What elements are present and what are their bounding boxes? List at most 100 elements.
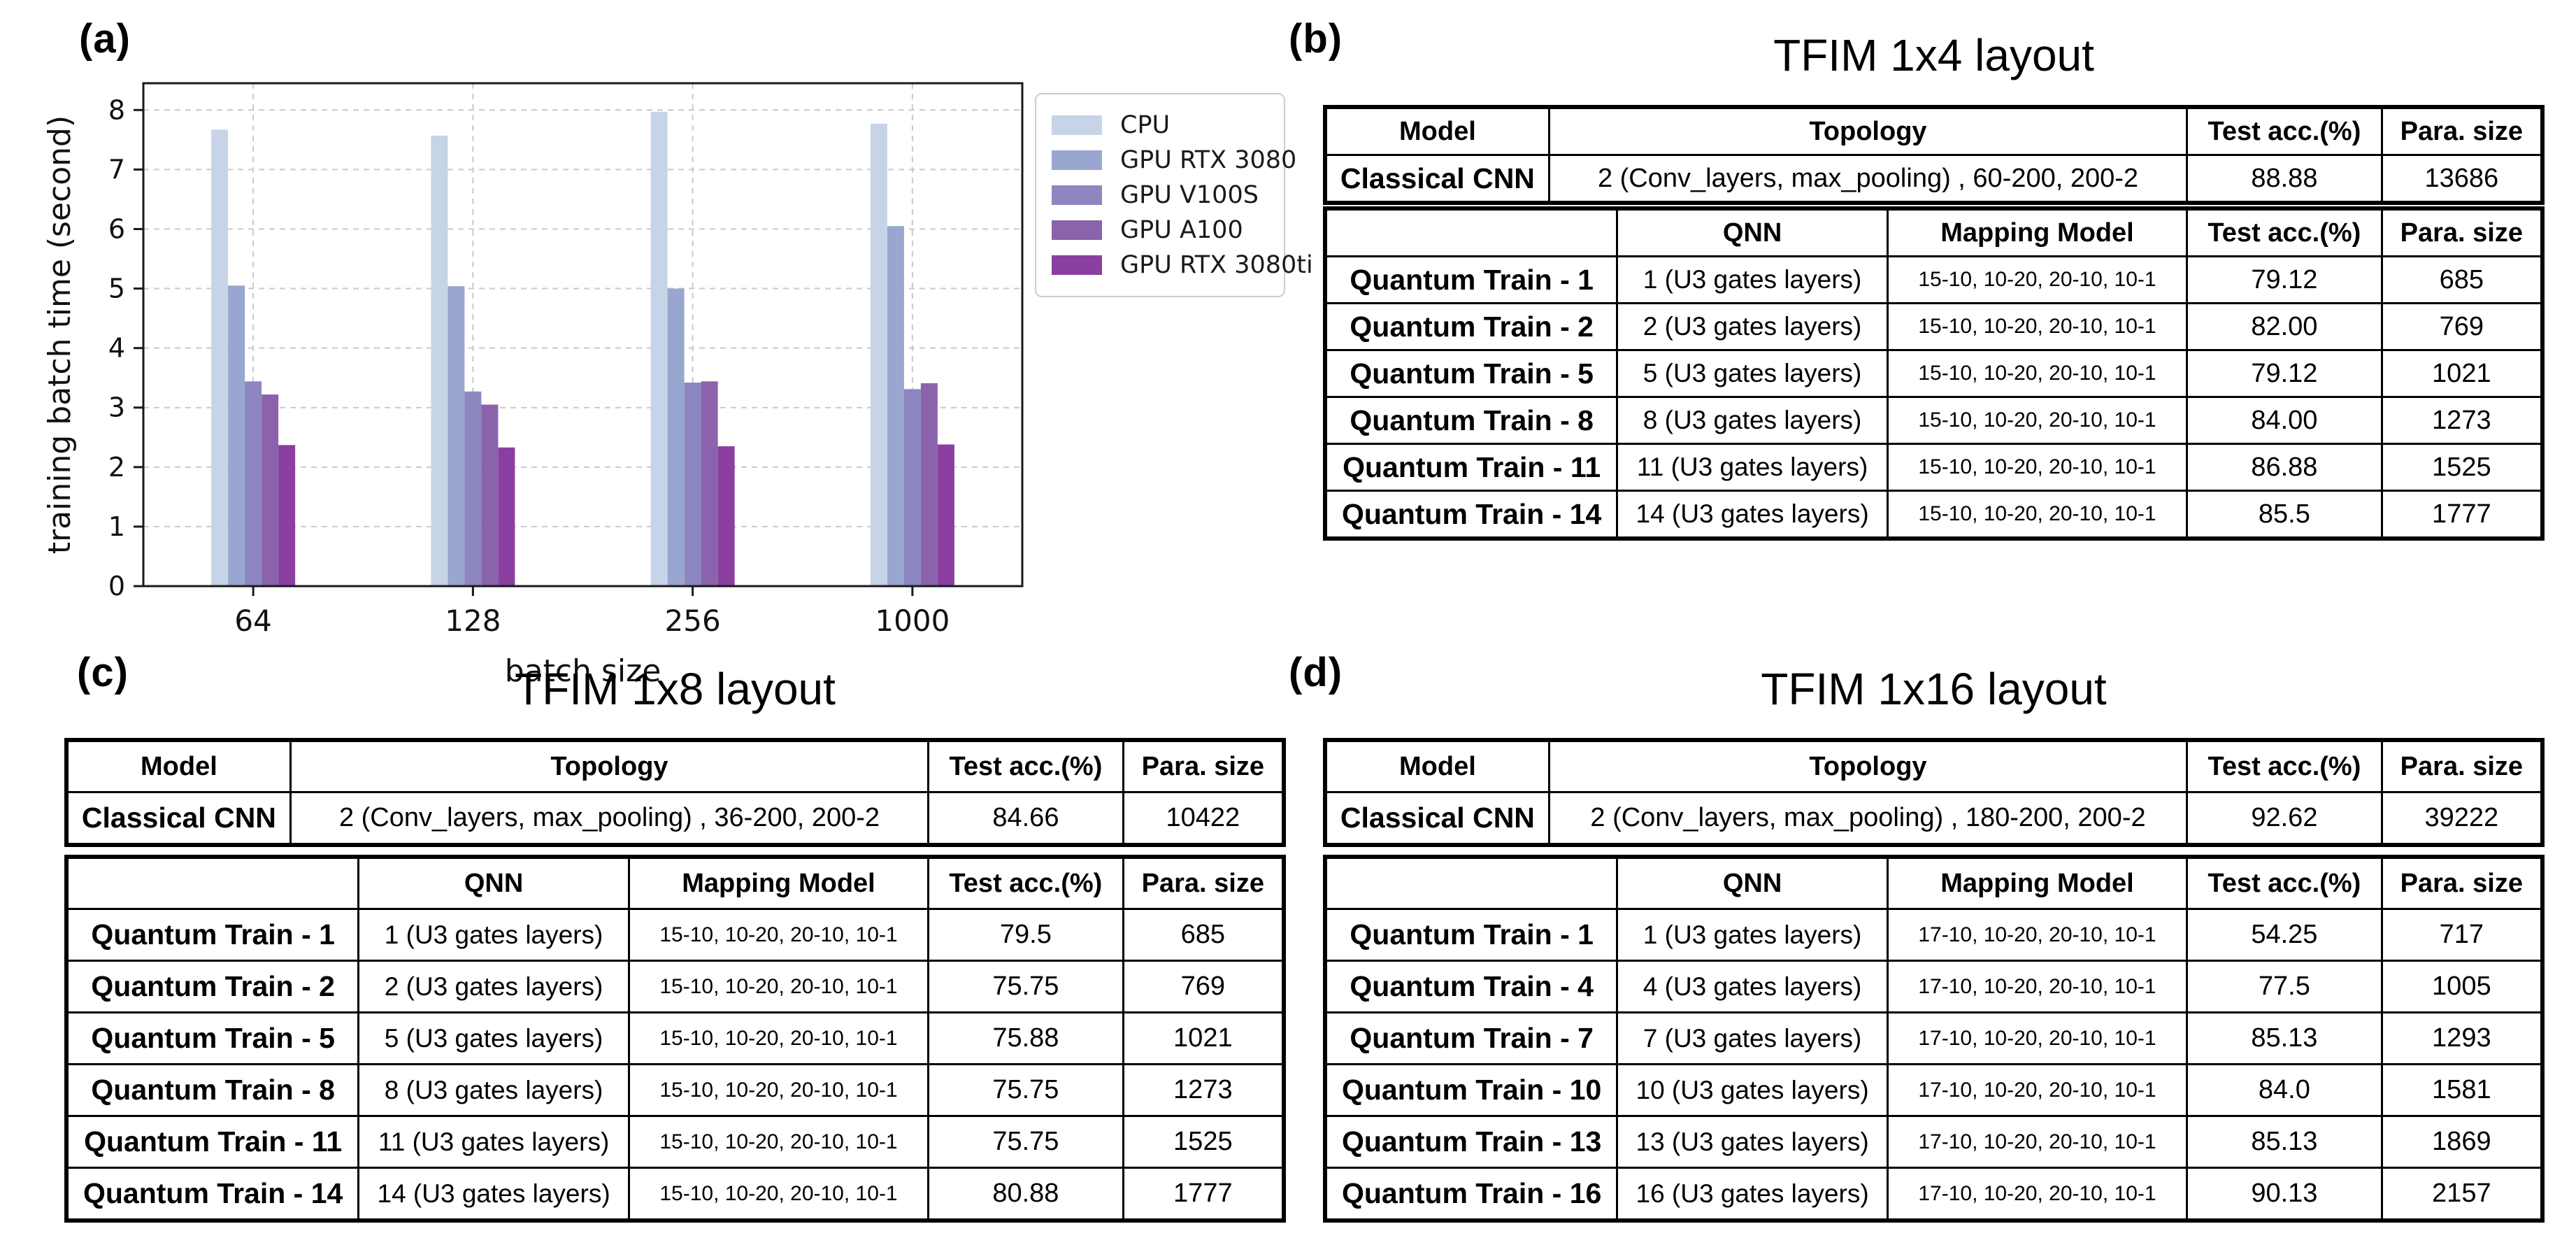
table-header-cell: Para. size	[1122, 739, 1285, 793]
bar-gpu-v100s-64	[245, 381, 262, 586]
table-cell: 17-10, 10-20, 20-10, 10-1	[1886, 1115, 2189, 1169]
bar-cpu-1000	[870, 123, 887, 586]
table-cell: 85.13	[2186, 1115, 2383, 1169]
table-row: Classical CNN 2 (Conv_layers, max_pooling…	[1324, 791, 2544, 846]
bar-gpu-v100s-1000	[903, 389, 921, 586]
table-cell: Quantum Train - 5	[65, 1011, 360, 1065]
table-row: Quantum Train - 10 10 (U3 gates layers) 17…	[1324, 1063, 2544, 1117]
legend-label: CPU	[1120, 111, 1171, 139]
table-cell: Quantum Train - 7	[1324, 1011, 1619, 1065]
table-header-cell	[1324, 207, 1619, 257]
table-b-quantum: QNN Mapping Model Test acc.(%) Para. size Qu…	[1323, 206, 2545, 541]
table-header-cell: Topology	[1547, 739, 2189, 793]
table-cell: 54.25	[2186, 908, 2383, 962]
table-c-quantum-table: QNN Mapping Model Test acc.(%) Para. size Qu…	[64, 855, 1286, 1223]
y-tick-label: 8	[108, 94, 125, 125]
bar-gpu-rtx-3080ti-64	[278, 445, 296, 586]
panel-label-b: (b)	[1289, 16, 1343, 62]
legend-label: GPU RTX 3080	[1120, 146, 1297, 174]
table-cell: 13686	[2380, 154, 2544, 204]
table-header-cell	[1324, 855, 1619, 910]
table-cell: 14 (U3 gates layers)	[357, 1167, 630, 1222]
table-cell: 1293	[2380, 1011, 2544, 1065]
chart-legend: CPU GPU RTX 3080 GPU V100S GPU A100 GPU RTX …	[1035, 93, 1313, 297]
y-tick-label: 2	[108, 452, 125, 483]
table-c-classical: Model Topology Test acc.(%) Para. size Class…	[64, 738, 1286, 847]
y-tick-label: 4	[108, 333, 125, 364]
table-cell: Quantum Train - 8	[1324, 396, 1619, 445]
table-cell: Quantum Train - 2	[1324, 302, 1619, 351]
table-cell: 17-10, 10-20, 20-10, 10-1	[1886, 960, 2189, 1013]
bar-cpu-256	[650, 111, 668, 587]
panel-label-c: (c)	[77, 650, 129, 695]
table-cell: 80.88	[927, 1167, 1124, 1222]
table-row: Classical CNN 2 (Conv_layers, max_pooling…	[65, 791, 1285, 846]
bar-gpu-rtx-3080-128	[448, 286, 465, 586]
table-cell: 2157	[2380, 1167, 2544, 1222]
table-cell: Quantum Train - 2	[65, 960, 360, 1013]
table-cell: 11 (U3 gates layers)	[357, 1115, 630, 1169]
table-cell: 79.12	[2186, 349, 2383, 398]
legend-swatch-icon	[1052, 185, 1102, 205]
table-header-cell: Test acc.(%)	[2186, 855, 2383, 910]
table-cell: 82.00	[2186, 302, 2383, 351]
bar-gpu-rtx-3080-1000	[887, 226, 904, 586]
table-cell: Classical CNN	[1324, 791, 1550, 846]
table-cell: 14 (U3 gates layers)	[1616, 490, 1889, 540]
table-cell: 1021	[1122, 1011, 1285, 1065]
table-cell: Quantum Train - 1	[1324, 255, 1619, 304]
table-b-classical: Model Topology Test acc.(%) Para. size Class…	[1323, 105, 2545, 205]
table-cell: 2 (Conv_layers, max_pooling) , 180-200, …	[1547, 791, 2189, 846]
table-cell: 2 (Conv_layers, max_pooling) , 60-200, 2…	[1547, 154, 2189, 204]
table-cell: 77.5	[2186, 960, 2383, 1013]
table-cell: 17-10, 10-20, 20-10, 10-1	[1886, 1011, 2189, 1065]
table-cell: Quantum Train - 11	[1324, 443, 1619, 492]
table-cell: Quantum Train - 4	[1324, 960, 1619, 1013]
table-header-cell: Test acc.(%)	[2186, 106, 2383, 156]
table-cell: 79.12	[2186, 255, 2383, 304]
table-cell: 79.5	[927, 908, 1124, 962]
table-cell: 685	[2380, 255, 2544, 304]
table-cell: 685	[1122, 908, 1285, 962]
table-cell: 769	[1122, 960, 1285, 1013]
bar-gpu-a100-128	[481, 404, 499, 586]
table-header-cell: Test acc.(%)	[2186, 739, 2383, 793]
table-d-title: TFIM 1x16 layout	[1761, 664, 2107, 714]
table-cell: 1005	[2380, 960, 2544, 1013]
table-d-quantum: QNN Mapping Model Test acc.(%) Para. size Qu…	[1323, 855, 2545, 1223]
table-cell: 5 (U3 gates layers)	[357, 1011, 630, 1065]
table-cell: 10 (U3 gates layers)	[1616, 1063, 1889, 1117]
y-tick-label: 5	[108, 273, 125, 304]
table-b-quantum-table: QNN Mapping Model Test acc.(%) Para. size Qu…	[1323, 206, 2545, 541]
table-row: Quantum Train - 11 11 (U3 gates layers) 15…	[65, 1115, 1285, 1169]
table-header-cell: QNN	[1616, 207, 1889, 257]
table-cell: 769	[2380, 302, 2544, 351]
training-time-bar-chart: 0 1 2 3 4 5 6 7 8 64 128 256 1000 batch size training …	[42, 82, 1024, 689]
table-cell: 86.88	[2186, 443, 2383, 492]
table-row: Quantum Train - 14 14 (U3 gates layers) 15…	[65, 1167, 1285, 1222]
y-tick-label: 3	[108, 392, 125, 423]
table-header-cell: QNN	[357, 855, 630, 910]
panel-label-d: (d)	[1289, 650, 1343, 695]
legend-item: GPU A100	[1052, 215, 1270, 246]
table-cell: Quantum Train - 14	[1324, 490, 1619, 540]
table-cell: 15-10, 10-20, 20-10, 10-1	[1886, 349, 2189, 398]
table-cell: 75.75	[927, 1115, 1124, 1169]
table-row: Quantum Train - 11 11 (U3 gates layers) 15…	[1324, 443, 2544, 492]
table-cell: 1525	[1122, 1115, 1285, 1169]
table-header-row: QNN Mapping Model Test acc.(%) Para. size	[1324, 855, 2544, 910]
table-cell: 15-10, 10-20, 20-10, 10-1	[627, 1011, 930, 1065]
table-cell: 17-10, 10-20, 20-10, 10-1	[1886, 908, 2189, 962]
bar-gpu-rtx-3080-256	[667, 288, 685, 586]
table-cell: 15-10, 10-20, 20-10, 10-1	[627, 1167, 930, 1222]
table-cell: 15-10, 10-20, 20-10, 10-1	[627, 908, 930, 962]
table-cell: 4 (U3 gates layers)	[1616, 960, 1889, 1013]
table-b-title: TFIM 1x4 layout	[1773, 30, 2094, 80]
table-cell: 1869	[2380, 1115, 2544, 1169]
